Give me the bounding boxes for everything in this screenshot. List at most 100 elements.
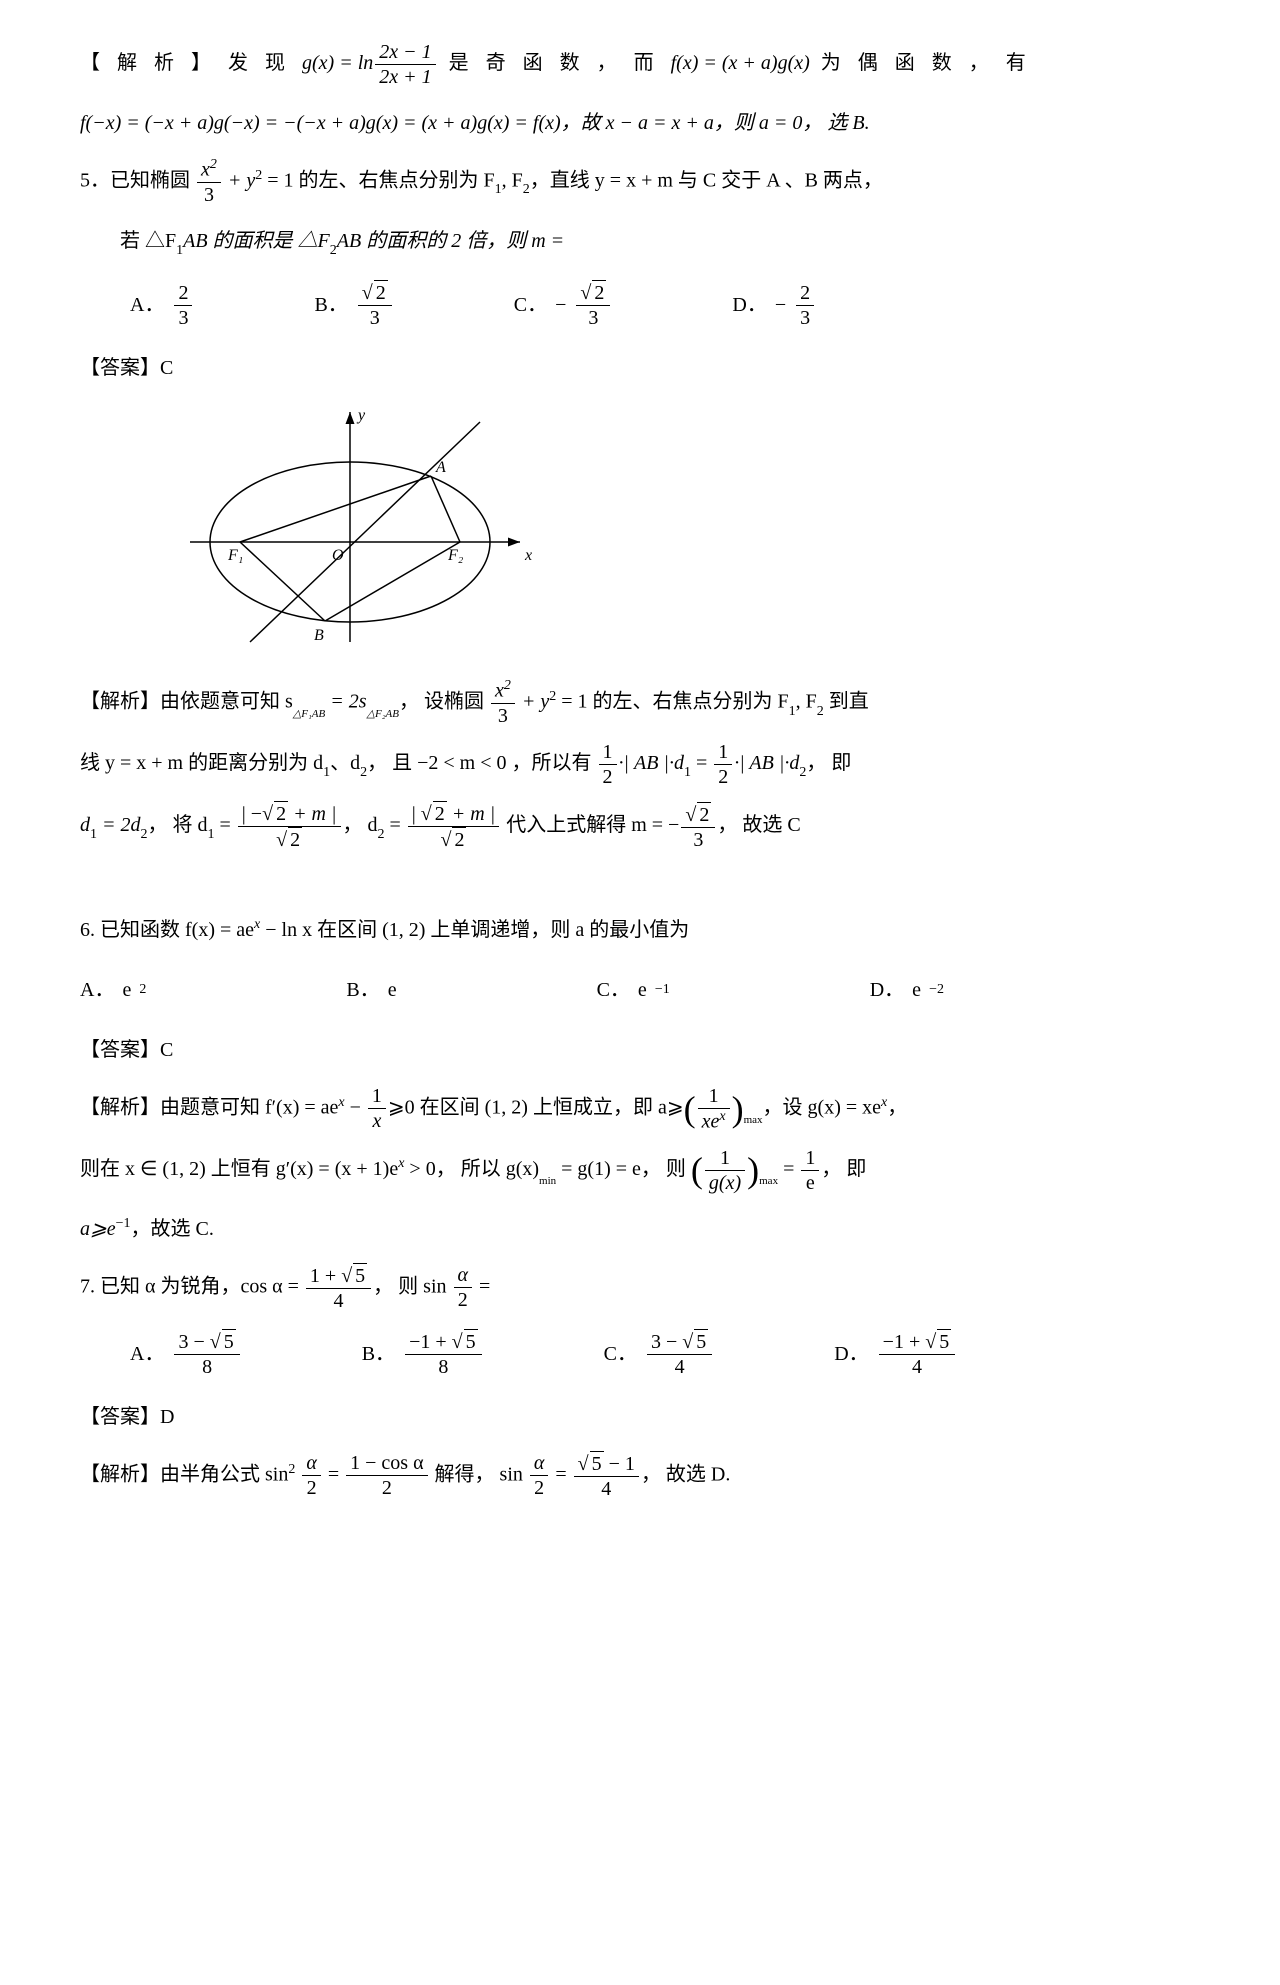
txt: ， d — [343, 814, 378, 836]
sub: △F₂AB — [367, 708, 399, 720]
n: 1 — [705, 1146, 745, 1171]
txt: , F — [502, 169, 523, 191]
txt: ， 故选 C — [717, 814, 800, 836]
n: 2 — [697, 802, 711, 827]
d: e — [801, 1171, 819, 1195]
n2: − 1 — [604, 1453, 635, 1475]
v: e — [638, 968, 647, 1012]
p6-stem: 6. 已知函数 f(x) = aex − ln x 在区间 (1, 2) 上单调… — [80, 908, 1200, 952]
svg-B: B — [314, 627, 324, 644]
lbl: A． — [80, 968, 114, 1012]
lbl: C． — [514, 283, 547, 327]
n: −1 + — [883, 1331, 926, 1353]
d: 3 — [358, 306, 392, 330]
d: xe — [702, 1111, 720, 1133]
d: 2 — [599, 765, 617, 789]
n: 2 — [796, 281, 814, 306]
n: 1 — [698, 1084, 730, 1109]
s: 2 — [274, 801, 288, 826]
p6-options: A．e2 B．e C．e−1 D．e−2 — [80, 968, 1200, 1012]
svg-A: A — [435, 459, 446, 476]
txt: 是 奇 函 数 ， 而 — [438, 52, 671, 74]
d: 3 — [491, 704, 515, 728]
txt: 6. 已知函数 f(x) = ae — [80, 919, 254, 941]
n2: + m | — [447, 803, 495, 825]
txt: + y — [223, 169, 255, 191]
p5-ana-line2: 线 y = x + m 的距离分别为 d 1 、d 2， 且 −2 < m < 0 ，… — [80, 740, 1200, 789]
sub: △F₁AB — [293, 708, 325, 720]
f-eq: f(x) = (x + a)g(x) — [671, 52, 810, 74]
lbl: C． — [597, 968, 630, 1012]
txt: ·| AB |·d — [734, 752, 799, 774]
d: 8 — [174, 1355, 239, 1379]
p6-opt-a: A．e2 — [80, 968, 146, 1012]
txt: 解得， sin — [430, 1463, 528, 1485]
txt: ， 即 — [806, 752, 851, 774]
s: 5 — [353, 1263, 367, 1288]
p5-diagram: A B F₁ F₂ O x y — [180, 402, 1200, 668]
lbl: D． — [834, 1332, 868, 1376]
d: 3 — [681, 828, 715, 852]
txt: 【 解 析 】 发 现 — [80, 52, 302, 74]
txt: AB 的面积是 △F — [183, 230, 330, 252]
p7-opt-a: A．3 − 58 — [130, 1329, 242, 1379]
txt: = — [550, 1463, 571, 1485]
txt: ， 且 −2 < m < 0 ，所以有 — [367, 752, 596, 774]
d: 2 — [454, 1288, 473, 1312]
txt: 代入上式解得 m = − — [501, 814, 679, 836]
n: 1 — [801, 1146, 819, 1171]
txt: = — [691, 752, 712, 774]
n: α — [302, 1451, 321, 1476]
v: e — [912, 968, 921, 1012]
d: 2 — [302, 1476, 321, 1500]
d: 4 — [879, 1355, 956, 1379]
p4-analysis-line1: 【 解 析 】 发 现 g(x) = ln2x − 12x + 1 是 奇 函 … — [80, 40, 1200, 89]
svg-y: y — [356, 407, 366, 424]
p6-opt-b: B．e — [346, 968, 396, 1012]
txt: = 2d — [97, 814, 141, 836]
n: 1 — [714, 740, 732, 765]
n: 3 − — [178, 1331, 209, 1353]
s: −1 — [116, 1216, 131, 1231]
n: 1 − cos α — [346, 1451, 427, 1476]
n: 2 — [374, 280, 388, 305]
p7-answer: 【答案】D — [80, 1395, 1200, 1439]
txt: 、d — [330, 752, 360, 774]
txt: = 1 的左、右焦点分别为 F — [556, 691, 788, 713]
p7-ana: 【解析】由半角公式 sin2 α2 = 1 − cos α2 解得， sin α… — [80, 1451, 1200, 1501]
n: | − — [242, 803, 262, 825]
d: 4 — [574, 1477, 639, 1501]
d: 2 — [452, 827, 466, 852]
p5-opt-c: C．−23 — [514, 280, 613, 330]
d: 2 — [288, 827, 302, 852]
p6-opt-c: C．e −1 — [597, 968, 670, 1012]
lbl: A． — [130, 283, 164, 327]
n: | — [412, 803, 421, 825]
v: e — [388, 968, 397, 1012]
txt: ，故选 C. — [131, 1218, 214, 1240]
p5-answer: 【答案】C — [80, 346, 1200, 390]
p5-opt-a: A．23 — [130, 280, 194, 330]
p7-stem: 7. 已知 α 为锐角，cos α = 1 + 54， 则 sin α2 = — [80, 1263, 1200, 1313]
txt: = — [323, 1463, 344, 1485]
p5-ana-line1: 【解析】由依题意可知 s△F₁AB = 2s△F₂AB， 设椭圆 x23 + y… — [80, 678, 1200, 728]
txt: 线 y = x + m 的距离分别为 d — [80, 752, 323, 774]
s: 2 — [139, 975, 146, 1006]
txt: = g(1) = e， 则 — [556, 1158, 691, 1180]
txt: = — [778, 1158, 799, 1180]
v: e — [122, 968, 131, 1012]
txt: − ln x 在区间 (1, 2) 上单调递增，则 a 的最小值为 — [260, 919, 689, 941]
p5-options: A．23 B．23 C．−23 D．−23 — [130, 280, 1200, 330]
n: 1 + — [310, 1265, 341, 1287]
fr-num: 2x − 1 — [375, 40, 435, 65]
n: α — [454, 1263, 473, 1288]
d: 2 — [530, 1476, 549, 1500]
lbl: B． — [314, 283, 347, 327]
txt: ， 即 — [821, 1158, 866, 1180]
s: 5 — [937, 1329, 951, 1354]
txt: = — [474, 1275, 490, 1297]
sub: max — [744, 1114, 763, 1126]
d: 4 — [306, 1289, 371, 1313]
s: −1 — [655, 975, 670, 1006]
lbl: A． — [130, 1332, 164, 1376]
